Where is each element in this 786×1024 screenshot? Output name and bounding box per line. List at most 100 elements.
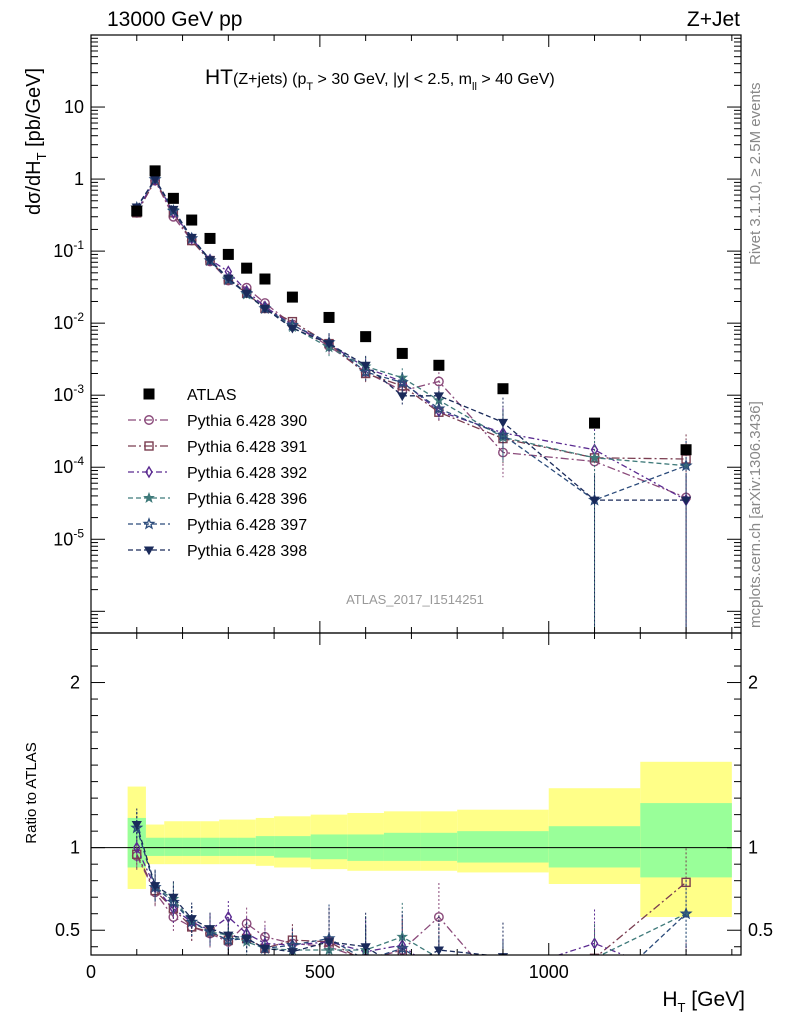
y-label-main: dσ/dH [23,160,45,215]
header-right: Z+Jet [687,8,740,31]
ratio-band-inner [457,831,549,863]
ratio-y-tick-label-right: 2 [748,673,758,693]
header-left: 13000 GeV pp [107,8,242,31]
mc-point [680,496,692,506]
ratio-bands [127,761,732,918]
ratio-line-3 [136,847,626,955]
mc-line-1 [136,179,687,499]
ratio-point [498,973,508,982]
data-point [433,359,445,371]
ratio-line-5 [136,827,687,955]
data-point [286,291,298,303]
ratio-line-1 [136,855,473,955]
y-tick-label: 10-5 [53,526,84,549]
mc-point [204,256,216,265]
ratio-point [679,906,693,920]
data-point [186,214,198,226]
mc-line-5 [136,178,687,501]
y-tick-exponent: -3 [73,382,84,396]
y-tick-base: 10 [53,385,73,405]
legend-marker-4 [143,491,155,503]
ratio-point [168,893,179,903]
x-label-main: H [662,988,677,1011]
analysis-id-label: ATLAS_2017_I1514251 [346,592,484,607]
y-tick-exponent: -4 [73,454,84,468]
mc-point [223,274,234,284]
ratio-point [683,975,689,985]
ratio-band-inner [200,837,220,856]
ratio-point [682,972,691,981]
mc-point [359,365,373,378]
y-tick-label: 10-3 [53,382,84,405]
y-label-sub: T [34,152,49,160]
ratio-point [186,915,197,924]
mc-point [588,451,601,463]
mc-point [433,392,445,402]
ratio-point [224,910,233,924]
legend-marker-1 [144,415,154,425]
ratio-point [169,902,178,916]
ratio-y-tick-label: 1 [70,838,80,858]
main-plot [130,165,693,633]
legend-marker-data [143,388,155,400]
mc-point [241,289,252,299]
ratio-point [681,877,691,888]
x-label-rest: [GeV] [685,988,745,1011]
data-point [222,248,234,260]
ratio-y-axis-label: Ratio to ATLAS [23,742,40,843]
ratio-point [361,956,370,965]
legend-label-3: Pythia 6.428 392 [187,465,307,482]
legend-marker-5 [142,517,156,530]
title-main: HT [205,66,233,89]
ratio-point [682,977,691,984]
legend-label-6: Pythia 6.428 398 [187,543,307,560]
title-sub-1: T [306,81,313,93]
mc-point [432,401,446,415]
side-label-bottom: mcplots.cern.ch [arXiv:1306.3436] [747,401,764,628]
y-tick-label: 10-1 [53,238,84,261]
x-label-sub: T [678,1000,686,1015]
ratio-band-inner [420,832,458,861]
ratio-band-inner [383,832,421,861]
ratio-point [500,968,506,978]
ratio-point [131,821,142,830]
y-tick-base: 10 [53,529,73,549]
data-point [167,192,179,204]
ratio-y-tick-label-right: 1 [748,838,758,858]
legend-marker-3 [145,465,153,479]
mc-point [259,304,271,314]
y-tick-label: 10 [64,97,84,117]
ratio-point [398,967,407,974]
y-tick-label: 1 [74,169,84,189]
mc-point [433,376,444,387]
ratio-point [285,938,299,951]
data-point [323,311,335,323]
chart-title: HT(Z+jets) (pT > 30 GeV, |y| < 2.5, mll … [205,66,555,93]
ratio-y-tick-label: 2 [70,673,80,693]
ratio-point [590,997,599,1004]
title-part-2: > 30 GeV, |y| < 2.5, m [313,71,472,88]
legend: ATLAS Pythia 6.428 390 Pythia 6.428 391 Pyt… [128,387,307,560]
title-part-1: (Z+jets) (p [233,71,306,88]
ratio-frame [90,632,742,956]
ratio-line-4 [136,827,687,955]
data-point [241,262,253,274]
ratio-point [132,849,142,859]
ratio-point [259,944,271,954]
y-tick-label: 10-4 [53,454,84,477]
y-tick-exponent: -1 [73,238,84,252]
ratio-point [132,841,141,855]
y-label-rest: [pb/GeV] [23,68,45,153]
ratio-point [434,967,444,976]
mc-point [287,324,298,334]
data-point [396,347,408,359]
y-axis-label: dσ/dHT [pb/GeV] [23,68,49,215]
mc-point [589,496,600,506]
mc-point [395,375,409,389]
mc-point [168,205,179,215]
ratio-band-inner [145,837,165,856]
ratio-point [498,970,508,979]
ratio-point [149,882,161,891]
x-tick-label: 500 [305,962,335,982]
